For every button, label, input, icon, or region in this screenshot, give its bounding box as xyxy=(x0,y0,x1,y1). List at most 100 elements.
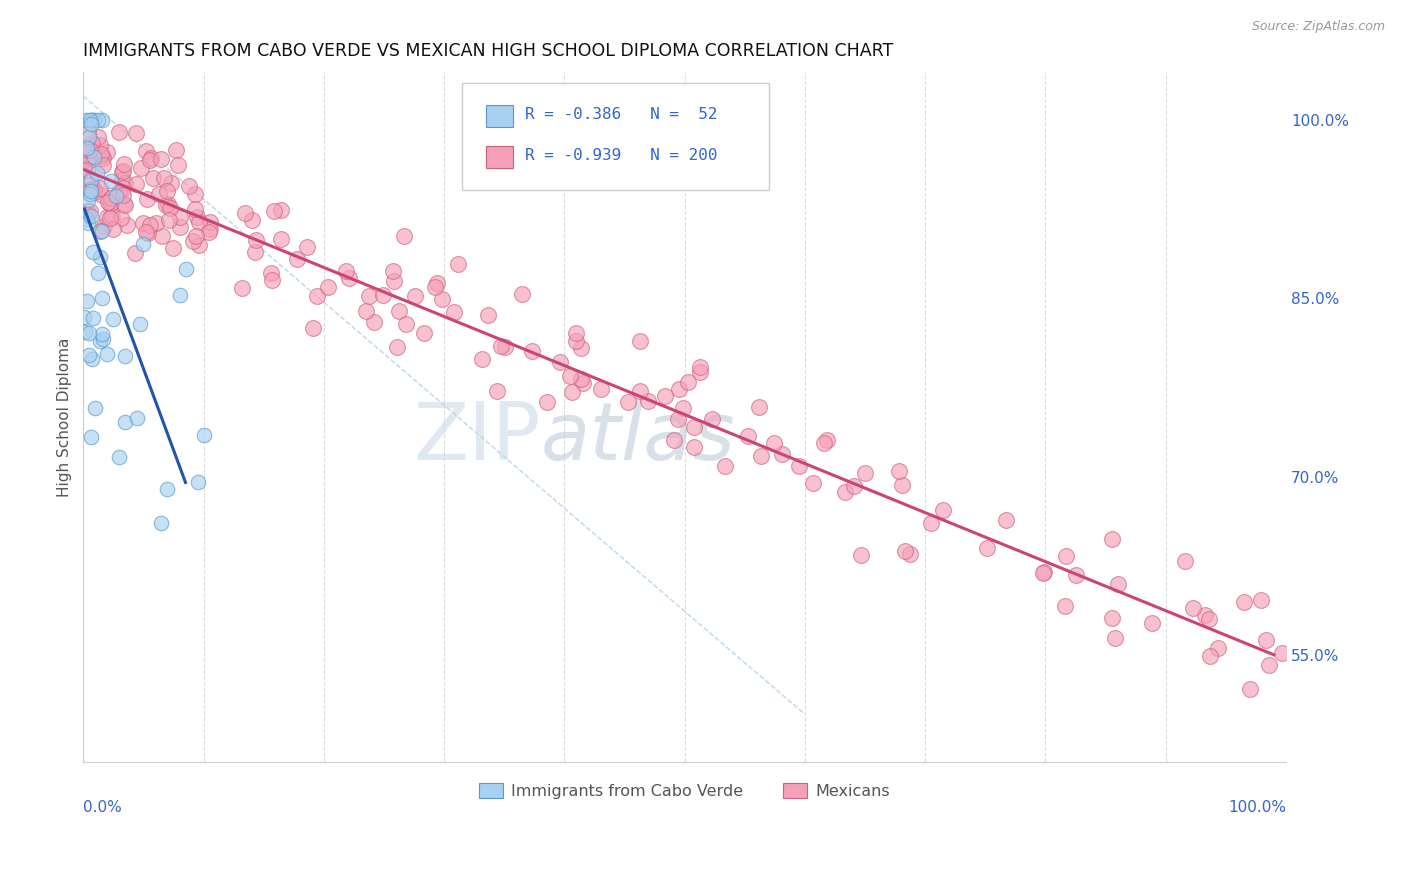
Point xyxy=(702,411,724,425)
Point xyxy=(1257,658,1279,673)
Point xyxy=(90,327,112,342)
Point xyxy=(671,401,693,415)
Point xyxy=(477,308,499,322)
Point xyxy=(86,266,108,280)
Point xyxy=(359,288,381,302)
Point xyxy=(80,184,103,198)
Point xyxy=(491,339,513,353)
Point xyxy=(79,186,101,201)
Text: R = -0.939   N = 200: R = -0.939 N = 200 xyxy=(524,148,717,163)
Point xyxy=(83,185,105,199)
Point xyxy=(153,171,176,186)
Point xyxy=(96,347,118,361)
Point xyxy=(86,130,108,145)
Point xyxy=(617,395,640,409)
Point xyxy=(683,440,706,454)
Point xyxy=(157,197,180,211)
Point xyxy=(77,151,100,165)
Point xyxy=(139,151,162,165)
Point xyxy=(714,459,737,474)
Point xyxy=(79,183,101,197)
Point xyxy=(127,411,149,425)
Text: Source: ZipAtlas.com: Source: ZipAtlas.com xyxy=(1251,20,1385,33)
Point xyxy=(165,143,187,157)
Text: ZIP: ZIP xyxy=(413,399,540,477)
Point xyxy=(1182,601,1205,615)
Point xyxy=(91,332,114,346)
Point xyxy=(139,153,162,167)
Point xyxy=(302,320,325,334)
Bar xyxy=(486,105,513,127)
Point xyxy=(124,245,146,260)
Point xyxy=(813,435,835,450)
Point xyxy=(174,262,197,277)
Point xyxy=(73,326,96,340)
Point xyxy=(245,234,267,248)
Point xyxy=(169,288,191,302)
Point xyxy=(162,241,184,255)
Point xyxy=(561,385,583,400)
Point xyxy=(1101,533,1123,547)
Point xyxy=(111,173,134,187)
Point xyxy=(198,215,221,229)
Point xyxy=(111,165,134,179)
Point xyxy=(77,216,100,230)
Point xyxy=(98,211,121,226)
Point xyxy=(100,196,122,211)
Point xyxy=(187,475,209,489)
Point xyxy=(83,182,105,196)
Point xyxy=(82,311,104,326)
Point xyxy=(1053,599,1076,614)
Point xyxy=(921,516,943,531)
Point xyxy=(295,240,318,254)
Point xyxy=(1107,576,1129,591)
Point xyxy=(114,177,136,191)
Point xyxy=(494,340,516,354)
Point xyxy=(90,188,112,202)
Point xyxy=(186,210,208,224)
Point xyxy=(354,303,377,318)
Point xyxy=(145,216,167,230)
Point xyxy=(100,174,122,188)
Point xyxy=(90,147,112,161)
Point xyxy=(77,208,100,222)
Point xyxy=(666,412,689,426)
Point xyxy=(382,274,405,288)
Point xyxy=(79,112,101,127)
Y-axis label: High School Diploma: High School Diploma xyxy=(58,337,72,497)
Point xyxy=(112,187,135,202)
Point xyxy=(662,433,685,447)
Point xyxy=(689,360,711,375)
Point xyxy=(101,210,124,224)
Point xyxy=(157,212,180,227)
Point xyxy=(270,202,292,217)
Point xyxy=(426,276,449,290)
Point xyxy=(150,516,173,531)
Point xyxy=(668,382,690,396)
Point xyxy=(569,372,592,386)
Point xyxy=(76,125,98,139)
Point xyxy=(887,464,910,478)
Point xyxy=(589,382,612,396)
Point xyxy=(849,548,872,562)
Point xyxy=(136,192,159,206)
Legend: Immigrants from Cabo Verde, Mexicans: Immigrants from Cabo Verde, Mexicans xyxy=(472,777,896,805)
Point xyxy=(80,117,103,131)
Point xyxy=(80,182,103,196)
Point xyxy=(112,197,135,211)
Point xyxy=(86,166,108,180)
Point xyxy=(834,485,856,500)
Point xyxy=(80,351,103,366)
Point xyxy=(676,376,699,390)
FancyBboxPatch shape xyxy=(463,83,769,190)
Point xyxy=(233,206,256,220)
Point xyxy=(97,194,120,209)
Point xyxy=(91,151,114,165)
Point xyxy=(91,149,114,163)
Text: R = -0.386   N =  52: R = -0.386 N = 52 xyxy=(524,107,717,122)
Point xyxy=(77,348,100,362)
Point xyxy=(842,479,865,493)
Point xyxy=(149,152,172,166)
Point xyxy=(89,181,111,195)
Point xyxy=(169,210,191,224)
